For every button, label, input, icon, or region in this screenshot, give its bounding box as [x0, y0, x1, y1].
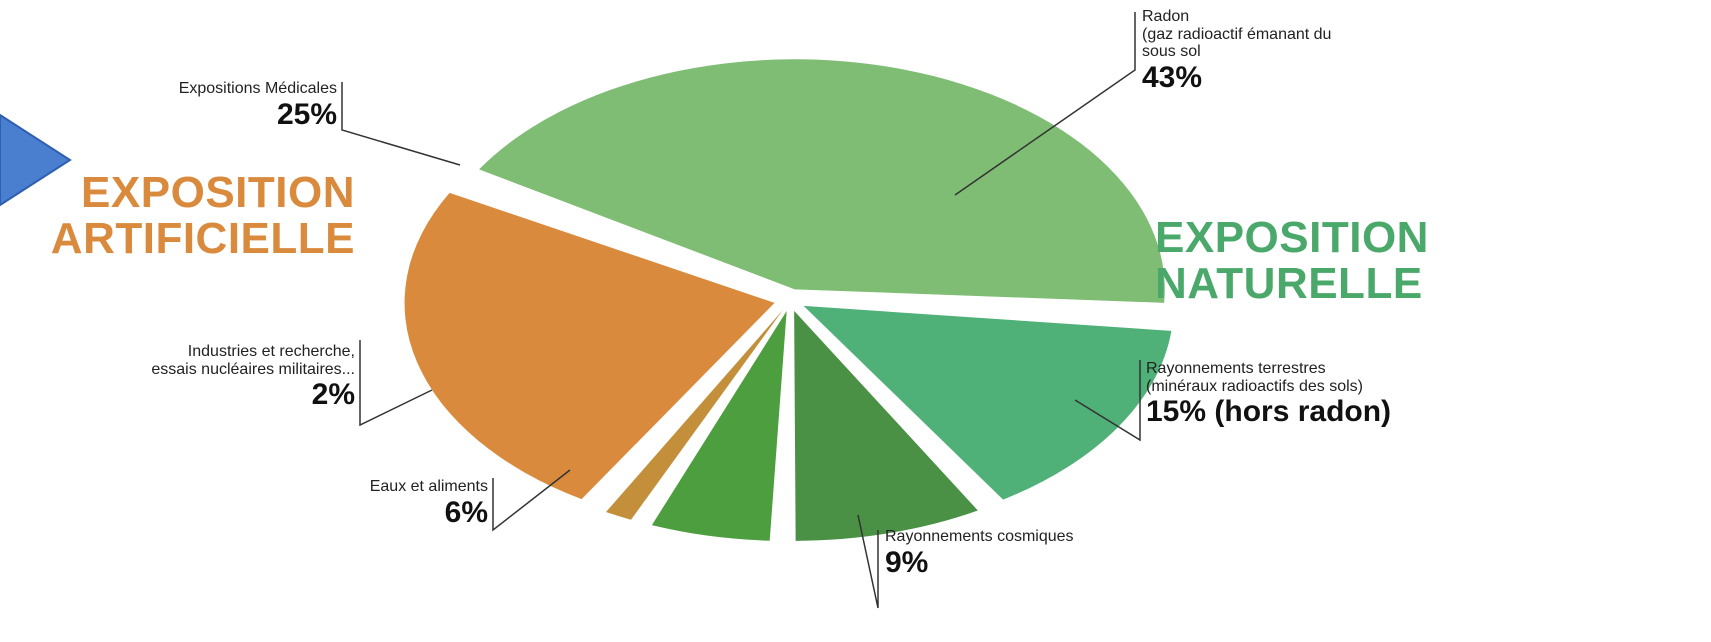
label-cosmiques-name: Rayonnements cosmiques: [885, 528, 1074, 545]
leader-line-terrestres: [1074, 360, 1141, 442]
slice-medicales: [404, 192, 775, 500]
label-medicales-value: 25%: [276, 97, 337, 131]
label-industries-detail: essais nucléaires militaires...: [151, 360, 355, 378]
label-terrestres-value: 15% (hors radon): [1146, 395, 1392, 429]
slice-cosmiques: [794, 310, 978, 541]
leader-line-radon: [954, 12, 1136, 196]
label-radon-name: Radon: [1142, 8, 1190, 25]
label-terrestres-detail: (minéraux radioactifs des sols): [1146, 377, 1363, 395]
label-cosmiques: Rayonnements cosmiques 9%: [885, 528, 1205, 579]
slice-eaux: [651, 310, 787, 541]
slice-terrestres: [803, 305, 1172, 500]
label-eaux: Eaux et aliments 6%: [270, 478, 488, 529]
label-industries-value: 2%: [311, 378, 355, 412]
label-terrestres: Rayonnements terrestres (minéraux radioa…: [1146, 360, 1706, 428]
label-medicales: Expositions Médicales 25%: [40, 80, 337, 131]
label-industries-name: Industries et recherche,: [187, 343, 355, 360]
arrow-shape: [0, 113, 72, 207]
leader-line-medicales: [341, 82, 461, 166]
label-medicales-name: Expositions Médicales: [178, 80, 337, 97]
label-cosmiques-value: 9%: [885, 545, 929, 579]
leader-line-industries: [359, 340, 433, 427]
label-industries: Industries et recherche, essais nucléair…: [0, 343, 355, 411]
leader-line-cosmiques: [857, 514, 879, 609]
group-label-naturelle: EXPOSITION NATURELLE: [1155, 213, 1475, 309]
group-label-artificielle: EXPOSITION ARTIFICIELLE: [25, 168, 355, 264]
label-eaux-name: Eaux et aliments: [369, 478, 488, 495]
leader-line-eaux: [492, 469, 571, 532]
slice-radon: [479, 59, 1165, 303]
label-radon-detail: (gaz radioactif émanant du sous sol: [1142, 25, 1332, 61]
group-artificielle-text: EXPOSITION ARTIFICIELLE: [50, 168, 355, 264]
group-naturelle-text: EXPOSITION NATURELLE: [1155, 213, 1429, 309]
label-radon: Radon (gaz radioactif émanant du sous so…: [1142, 8, 1352, 94]
label-terrestres-name: Rayonnements terrestres: [1146, 360, 1326, 377]
label-eaux-value: 6%: [444, 495, 488, 529]
slice-industries: [605, 310, 783, 520]
label-radon-value: 43%: [1142, 60, 1203, 94]
